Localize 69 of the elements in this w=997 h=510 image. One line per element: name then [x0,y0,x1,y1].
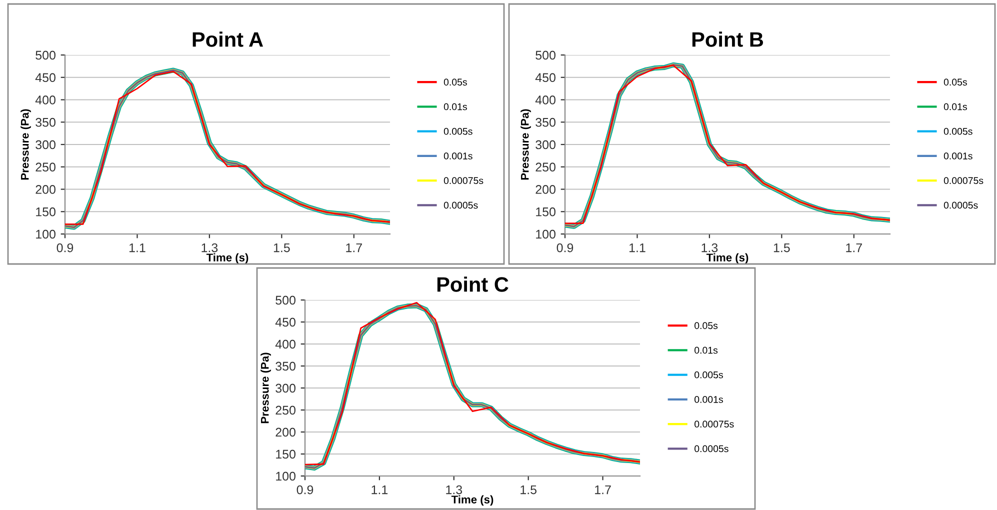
legend-label: 0.01s [944,103,967,110]
y-tick-label: 400 [535,96,556,104]
x-tick-label: 1.1 [629,243,646,252]
legend-label: 0.005s [944,128,972,135]
legend-label: 0.01s [694,346,718,354]
legend-label: 0.001s [694,396,723,403]
y-tick-label: 300 [36,140,56,150]
legend-label: 0.01s [444,103,467,110]
legend-label: 0.00075s [444,177,484,184]
y-tick-label: 300 [536,140,556,150]
x-tick-label: 1.7 [346,243,362,252]
x-tick-label: 1.1 [129,243,146,252]
y-tick-label: 350 [36,118,56,127]
x-tick-label: 0.9 [296,485,314,494]
x-axis-title: Time (s) [451,495,494,506]
x-tick-label: 0.9 [56,243,74,252]
y-tick-label: 450 [275,318,296,327]
y-tick-label: 150 [36,207,56,216]
legend-label: 0.005s [444,128,472,135]
y-tick-label: 200 [36,185,56,194]
y-tick-label: 500 [276,296,296,305]
y-axis-title: Pressure (Pa) [260,352,271,424]
y-tick-label: 400 [35,96,56,104]
y-tick-label: 200 [536,185,556,194]
legend-label: 0.001s [944,152,972,160]
y-axis-title: Pressure (Pa) [520,109,531,180]
y-tick-label: 500 [536,50,556,60]
x-tick-label: 1.5 [774,243,790,252]
y-tick-label: 100 [536,230,556,239]
legend-label: 0.05s [694,322,718,330]
x-axis-title: Time (s) [206,253,248,264]
y-tick-label: 350 [536,118,556,127]
legend-label: 0.0005s [694,445,728,452]
x-axis-title: Time (s) [706,253,748,264]
x-tick-label: 1.5 [274,243,290,252]
legend-label: 0.0005s [944,202,978,209]
legend-label: 0.001s [444,152,472,160]
x-tick-label: 1.1 [372,485,388,494]
y-tick-label: 500 [36,50,56,60]
y-tick-label: 250 [536,162,556,172]
y-tick-label: 450 [35,73,56,82]
legend-label: 0.0005s [444,202,478,209]
x-tick-label: 0.9 [556,243,574,252]
chart-title: Point C [437,276,508,292]
legend-label: 0.00075s [694,420,734,428]
y-tick-label: 250 [36,162,56,172]
y-tick-label: 400 [275,340,296,349]
x-tick-label: 1.3 [446,485,462,494]
legend-label: 0.05s [444,78,467,86]
chart-title: Point A [192,32,264,47]
y-tick-label: 300 [276,384,296,393]
y-tick-label: 200 [276,428,296,437]
y-tick-label: 350 [276,362,296,371]
y-tick-label: 450 [535,73,556,82]
y-tick-label: 150 [536,207,556,216]
x-tick-label: 1.7 [846,243,862,252]
x-tick-label: 1.7 [595,485,611,494]
y-tick-label: 100 [276,472,296,481]
chart-title: Point B [692,32,764,47]
legend-label: 0.05s [944,78,967,86]
y-axis-title: Pressure (Pa) [20,109,31,180]
y-tick-label: 150 [276,450,296,459]
x-tick-label: 1.3 [202,243,218,252]
legend-label: 0.00075s [944,177,984,184]
y-tick-label: 100 [36,230,56,239]
x-tick-label: 1.3 [702,243,718,252]
legend-label: 0.005s [694,371,723,378]
y-tick-label: 250 [276,406,296,415]
x-tick-label: 1.5 [520,485,536,494]
